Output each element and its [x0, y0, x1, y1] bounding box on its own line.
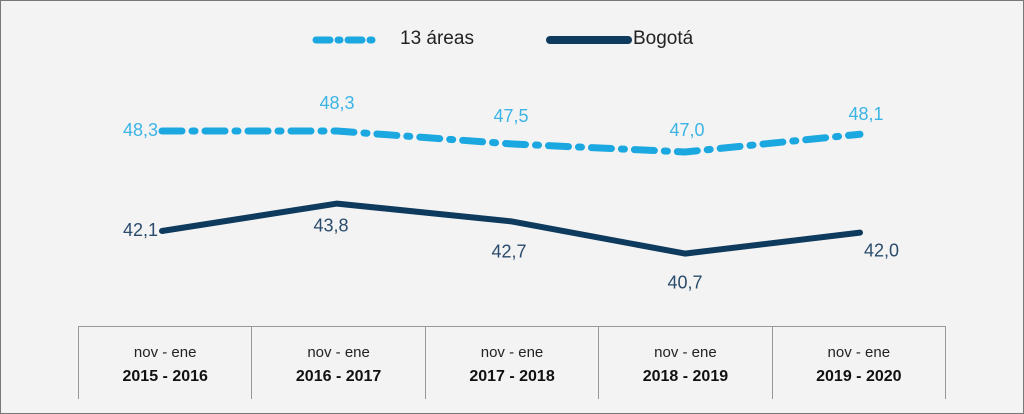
legend-label-13-areas: 13 áreas	[400, 28, 474, 49]
data-label: 48,1	[848, 104, 883, 124]
category-years: 2018 - 2019	[642, 368, 729, 385]
legend-label-bogota: Bogotá	[633, 28, 694, 49]
data-label: 47,5	[493, 106, 528, 126]
category-cell: nov - ene 2016 - 2017	[251, 327, 424, 399]
data-label: 42,7	[491, 241, 526, 261]
category-cell: nov - ene 2015 - 2016	[78, 327, 251, 399]
data-label: 48,3	[123, 120, 158, 140]
category-period: nov - ene	[133, 344, 197, 361]
category-period: nov - ene	[654, 344, 717, 361]
series-line-bogota	[159, 200, 863, 257]
data-label: 47,0	[669, 120, 704, 140]
data-label: 40,7	[667, 273, 702, 293]
legend-swatch-13-areas	[312, 36, 384, 44]
category-period: nov - ene	[827, 344, 891, 361]
category-axis-table: nov - ene 2015 - 2016 nov - ene 2016 - 201…	[78, 326, 947, 399]
series-line-13-areas	[158, 127, 864, 156]
category-years: 2015 - 2016	[122, 368, 208, 385]
data-label: 48,3	[319, 93, 354, 113]
category-years: 2016 - 2017	[295, 368, 382, 385]
data-label: 42,0	[864, 241, 899, 261]
legend-swatch-bogota	[546, 36, 632, 44]
data-label: 42,1	[123, 220, 158, 240]
category-years: 2017 - 2018	[469, 368, 555, 385]
category-period: nov - ene	[480, 344, 544, 361]
category-cell: nov - ene 2018 - 2019	[598, 327, 771, 399]
category-cell: nov - ene 2017 - 2018	[424, 327, 598, 399]
category-period: nov - ene	[307, 344, 370, 361]
data-label: 43,8	[313, 216, 348, 236]
category-cell: nov - ene 2019 - 2020	[771, 327, 947, 399]
category-years: 2019 - 2020	[816, 368, 902, 385]
